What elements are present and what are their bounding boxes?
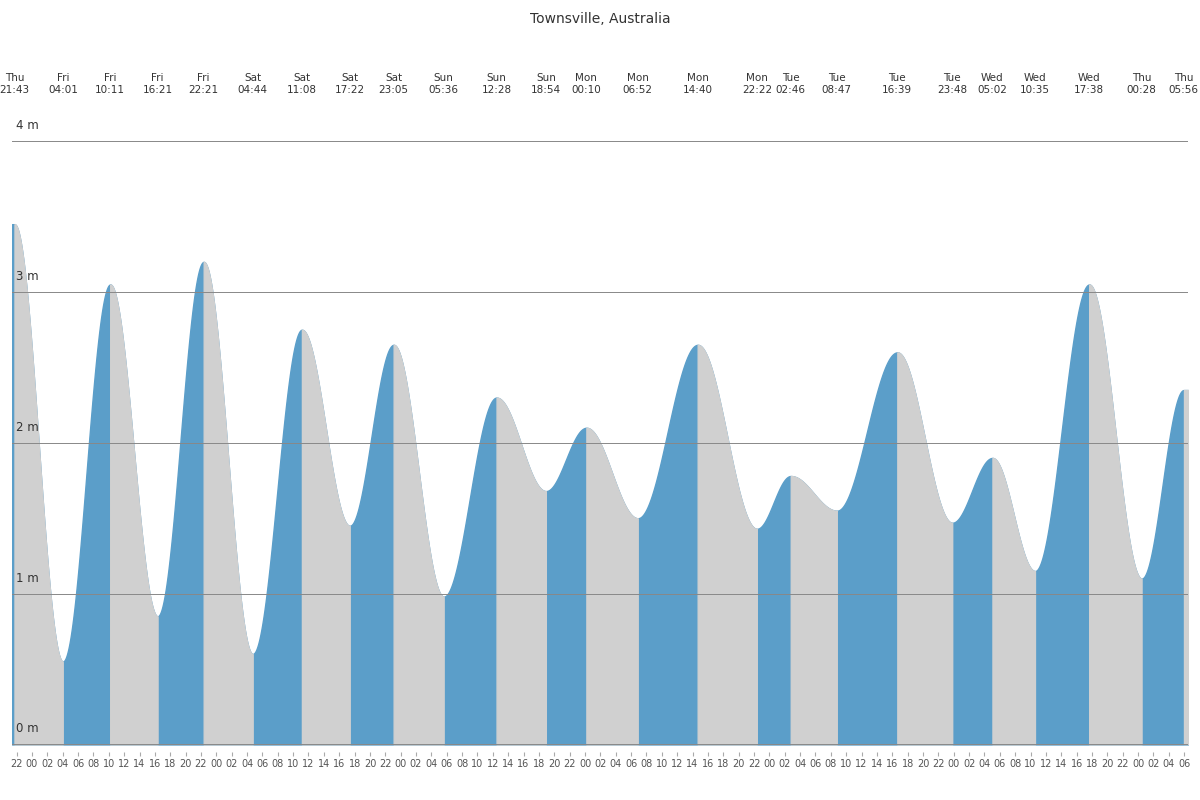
- Text: 1 m: 1 m: [16, 572, 38, 585]
- Text: 4 m: 4 m: [16, 119, 38, 132]
- Text: 0 m: 0 m: [16, 722, 38, 735]
- Text: 3 m: 3 m: [16, 270, 38, 283]
- Text: 2 m: 2 m: [16, 421, 38, 434]
- Text: Townsville, Australia: Townsville, Australia: [529, 12, 671, 26]
